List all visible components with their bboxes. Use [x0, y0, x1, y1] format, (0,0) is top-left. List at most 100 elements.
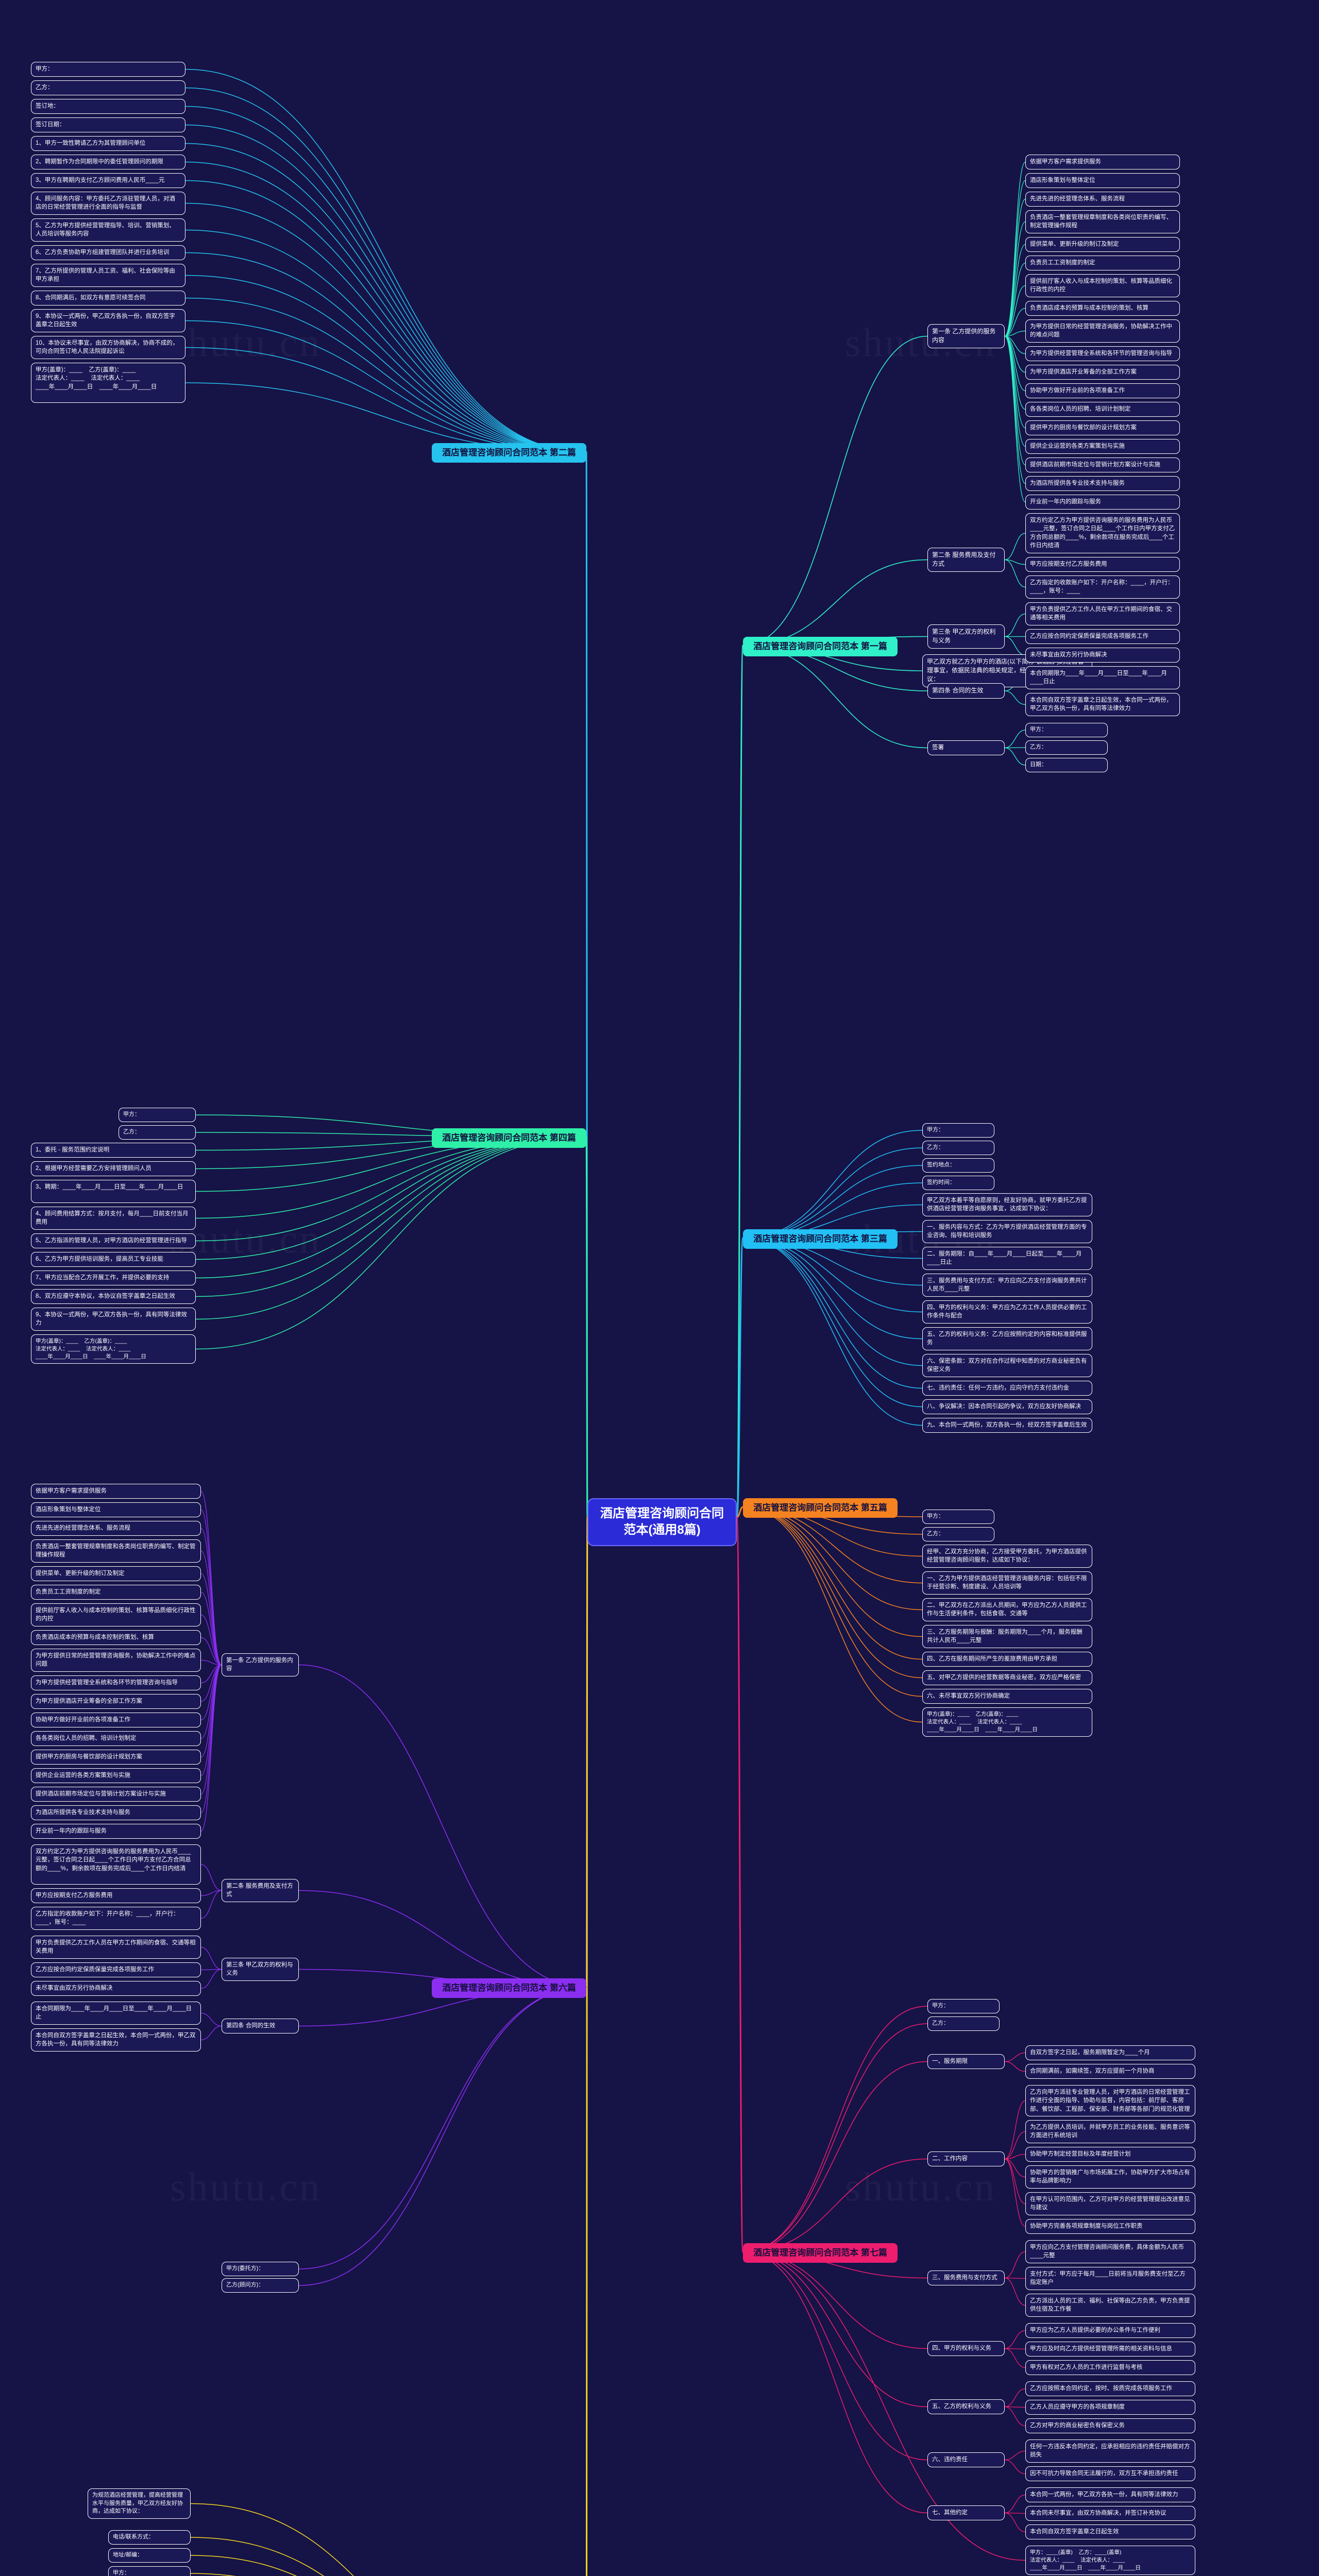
b7-g3-title[interactable]: 三、服务费用与支付方式	[927, 2270, 1005, 2285]
b2-item-4[interactable]: 签订日期：	[31, 117, 185, 132]
branch-label-4[interactable]: 酒店管理咨询顾问合同范本 第四篇	[432, 1128, 586, 1148]
b1-g2-title[interactable]: 第二条 服务费用及支付方式	[927, 548, 1005, 572]
b1-sign-2[interactable]: 乙方：	[1025, 740, 1108, 755]
b6-g3-i3[interactable]: 未尽事宜由双方另行协商解决	[31, 1981, 201, 1996]
b3-item-5[interactable]: 五、乙方的权利与义务：乙方应按照约定的内容和标准提供服务	[922, 1327, 1092, 1350]
b7-g5-i1[interactable]: 乙方应按照本合同约定，按时、按质完成各项服务工作	[1025, 2381, 1195, 2396]
b6-g1-i8[interactable]: 负责酒店成本的预算与成本控制的策划、核算	[31, 1630, 201, 1645]
b2-item-5[interactable]: 1、甲方一致性聘请乙方为其管理顾问单位	[31, 136, 185, 151]
b7-g2-i2[interactable]: 为乙方提供人员培训，并就甲方员工的业务技能、服务意识等方面进行系统培训	[1025, 2120, 1195, 2143]
b7-g2-i5[interactable]: 在甲方认可的范围内，乙方可对甲方的经营管理提出改进意见与建议	[1025, 2192, 1195, 2215]
b8-item-3[interactable]: 甲方：	[108, 2566, 191, 2576]
b3-item-3[interactable]: 三、服务费用与支付方式：甲方应向乙方支付咨询服务费共计人民币____元整	[922, 1274, 1092, 1297]
b2-item-7[interactable]: 3、甲方在聘期内支付乙方顾问费用人民币____元	[31, 173, 185, 188]
b6-g1-i17[interactable]: 为酒店所提供各专业技术支持与服务	[31, 1805, 201, 1820]
b1-g3-title[interactable]: 第三条 甲乙双方的权利与义务	[927, 624, 1005, 649]
branch-label-2[interactable]: 酒店管理咨询顾问合同范本 第二篇	[432, 443, 586, 463]
b7-head-2[interactable]: 乙方：	[927, 2016, 1000, 2031]
b5-intro[interactable]: 经甲、乙双方充分协商，乙方接受甲方委托，为甲方酒店提供经营管理咨询顾问服务，达成…	[922, 1545, 1092, 1568]
b4-head-1[interactable]: 甲方：	[119, 1108, 196, 1122]
b4-item-3[interactable]: 3、聘期：____年____月____日至____年____月____日	[31, 1180, 196, 1203]
b1-g4-title[interactable]: 第四条 合同的生效	[927, 683, 1005, 699]
b2-item-2[interactable]: 乙方：	[31, 80, 185, 95]
b2-item-14[interactable]: 10、本协议未尽事宜，由双方协商解决，协商不成的，可向合同签订地人民法院提起诉讼	[31, 336, 185, 359]
b1-g1-i8[interactable]: 负责酒店成本的预算与成本控制的策划、核算	[1025, 301, 1180, 316]
b3-head-1[interactable]: 甲方：	[922, 1123, 994, 1138]
root-node[interactable]: 酒店管理咨询顾问合同范本(通用8篇)	[587, 1498, 737, 1546]
b6-g1-i13[interactable]: 各各类岗位人员的招聘、培训计划制定	[31, 1731, 201, 1746]
b1-g1-i5[interactable]: 提供菜单、更新升级的制订及制定	[1025, 237, 1180, 252]
b7-g3-i3[interactable]: 乙方派出人员的工资、福利、社保等由乙方负责，甲方负责提供住宿及工作餐	[1025, 2294, 1195, 2317]
b1-g1-i12[interactable]: 协助甲方做好开业前的各项准备工作	[1025, 383, 1180, 398]
b7-g4-title[interactable]: 四、甲方的权利与义务	[927, 2341, 1005, 2356]
b7-g7-title[interactable]: 七、其他约定	[927, 2505, 1005, 2520]
b7-g2-i6[interactable]: 协助甲方完善各项规章制度与岗位工作职责	[1025, 2219, 1195, 2234]
b6-g1-i2[interactable]: 酒店形象策划与整体定位	[31, 1502, 201, 1517]
b5-sign-block[interactable]: 甲方(盖章)：____ 乙方(盖章)：____ 法定代表人：____ 法定代表人…	[922, 1707, 1092, 1737]
b4-item-1[interactable]: 1、委托 - 服务范围约定说明	[31, 1143, 196, 1158]
b2-item-3[interactable]: 签订地：	[31, 99, 185, 114]
b3-item-1[interactable]: 一、服务内容与方式：乙方为甲方提供酒店经营管理方面的专业咨询、指导和培训服务	[922, 1220, 1092, 1243]
b6-g3-title[interactable]: 第三条 甲乙双方的权利与义务	[222, 1958, 299, 1981]
b4-item-9[interactable]: 9、本协议一式两份，甲乙双方各执一份，具有同等法律效力	[31, 1308, 196, 1331]
b7-g6-i2[interactable]: 因不可抗力导致合同无法履行的，双方互不承担违约责任	[1025, 2466, 1195, 2481]
branch-label-3[interactable]: 酒店管理咨询顾问合同范本 第三篇	[743, 1229, 898, 1249]
b6-g1-i1[interactable]: 依据甲方客户需求提供服务	[31, 1484, 201, 1499]
b1-g1-i9[interactable]: 为甲方提供日常的经营管理咨询服务，协助解决工作中的难点问题	[1025, 319, 1180, 343]
b2-item-13[interactable]: 9、本协议一式两份，甲乙双方各执一份，自双方签字盖章之日起生效	[31, 309, 185, 332]
b4-item-7[interactable]: 7、甲方应当配合乙方开展工作，并提供必要的支持	[31, 1270, 196, 1285]
b1-g1-i13[interactable]: 各各类岗位人员的招聘、培训计划制定	[1025, 402, 1180, 417]
b4-head-2[interactable]: 乙方：	[119, 1125, 196, 1140]
b5-head-1[interactable]: 甲方：	[922, 1510, 994, 1524]
b2-item-8[interactable]: 4、顾问服务内容：甲方委托乙方派驻管理人员，对酒店的日常经营管理进行全面的指导与…	[31, 192, 185, 215]
b2-item-12[interactable]: 8、合同期满后，如双方有意愿可续签合同	[31, 291, 185, 306]
b6-head-2[interactable]: 乙方(顾问方)：	[222, 2278, 299, 2293]
b6-g1-i12[interactable]: 协助甲方做好开业前的各项准备工作	[31, 1713, 201, 1727]
b5-item-6[interactable]: 六、未尽事宜双方另行协商确定	[922, 1689, 1092, 1704]
b7-g1-title[interactable]: 一、服务期限	[927, 2054, 1005, 2069]
b4-item-4[interactable]: 4、顾问费用结算方式：按月支付，每月____日前支付当月费用	[31, 1207, 196, 1230]
b1-g1-i15[interactable]: 提供企业运营的各类方案策划与实施	[1025, 439, 1180, 454]
b6-g1-i4[interactable]: 负责酒店一整套管理规章制度和各类岗位职责的编写、制定管理操作规程	[31, 1539, 201, 1563]
b8-item-2[interactable]: 地址/邮编：	[108, 2548, 191, 2563]
b5-item-5[interactable]: 五、对甲乙方提供的经营数据等商业秘密，双方应严格保密	[922, 1670, 1092, 1685]
b2-item-9[interactable]: 5、乙方为甲方提供经营管理指导、培训、营销策划、人员培训等服务内容	[31, 218, 185, 242]
b2-item-6[interactable]: 2、聘期暂作为合同期限中的委任管理顾问的期限	[31, 155, 185, 170]
b4-sign-block[interactable]: 甲方(盖章)：____ 乙方(盖章)：____ 法定代表人：____ 法定代表人…	[31, 1334, 196, 1364]
b6-g2-title[interactable]: 第二条 服务费用及支付方式	[222, 1879, 299, 1902]
b6-g1-i9[interactable]: 为甲方提供日常的经营管理咨询服务，协助解决工作中的难点问题	[31, 1649, 201, 1672]
b7-sign-block[interactable]: 甲方：____(盖章) 乙方：____(盖章) 法定代表人：____ 法定代表人…	[1025, 2546, 1195, 2575]
b7-head-1[interactable]: 甲方：	[927, 1999, 1000, 2013]
b1-g1-title[interactable]: 第一条 乙方提供的服务内容	[927, 324, 1005, 348]
b4-item-5[interactable]: 5、乙方指派的管理人员，对甲方酒店的经营管理进行指导	[31, 1233, 196, 1248]
b3-item-6[interactable]: 六、保密条款：双方对在合作过程中知悉的对方商业秘密负有保密义务	[922, 1354, 1092, 1377]
b6-g1-title[interactable]: 第一条 乙方提供的服务内容	[222, 1653, 299, 1676]
b2-item-11[interactable]: 7、乙方所提供的管理人员工资、福利、社会保险等由甲方承担	[31, 264, 185, 287]
branch-label-7[interactable]: 酒店管理咨询顾问合同范本 第七篇	[743, 2243, 898, 2263]
b5-item-3[interactable]: 三、乙方服务期限与报酬：服务期限为____个月，服务报酬共计人民币____元整	[922, 1625, 1092, 1648]
b7-g7-i3[interactable]: 本合同自双方签字盖章之日起生效	[1025, 2524, 1195, 2539]
b6-g1-i6[interactable]: 负责员工工资制度的制定	[31, 1585, 201, 1600]
b7-g1-i1[interactable]: 自双方签字之日起，服务期限暂定为____个月	[1025, 2045, 1195, 2060]
b1-g1-i14[interactable]: 提供甲方的厨房与餐饮部的设计规划方案	[1025, 420, 1180, 435]
b2-item-15[interactable]: 甲方(盖章)：____ 乙方(盖章)：____ 法定代表人：____ 法定代表人…	[31, 363, 185, 403]
b1-g4-i1[interactable]: 本合同期限为____年____月____日至____年____月____日止	[1025, 666, 1180, 689]
b7-g1-i2[interactable]: 合同期满前，如需续签，双方应提前一个月协商	[1025, 2064, 1195, 2079]
b7-g4-i1[interactable]: 甲方应为乙方人员提供必要的办公条件与工作便利	[1025, 2323, 1195, 2338]
b3-item-8[interactable]: 八、争议解决：因本合同引起的争议，双方应友好协商解决	[922, 1399, 1092, 1414]
b1-g1-i1[interactable]: 依据甲方客户需求提供服务	[1025, 155, 1180, 170]
b1-sign-title[interactable]: 签署	[927, 740, 1005, 755]
b7-g2-i3[interactable]: 协助甲方制定经营目标及年度经营计划	[1025, 2147, 1195, 2162]
b6-g1-i14[interactable]: 提供甲方的厨房与餐饮部的设计规划方案	[31, 1750, 201, 1765]
b7-g2-title[interactable]: 二、工作内容	[927, 2151, 1005, 2166]
b1-g1-i16[interactable]: 提供酒店前期市场定位与营销计划方案设计与实施	[1025, 457, 1180, 472]
b7-g3-i2[interactable]: 支付方式：甲方应于每月____日前将当月服务费支付至乙方指定账户	[1025, 2267, 1195, 2290]
b4-item-8[interactable]: 8、双方应遵守本协议，本协议自签字盖章之日起生效	[31, 1289, 196, 1304]
branch-label-5[interactable]: 酒店管理咨询顾问合同范本 第五篇	[743, 1498, 898, 1518]
b7-g2-i4[interactable]: 协助甲方的营销推广与市场拓展工作，协助甲方扩大市场占有率与品牌影响力	[1025, 2165, 1195, 2189]
b3-head-2[interactable]: 乙方：	[922, 1141, 994, 1155]
b1-g1-i3[interactable]: 先进先进的经营理念体系、服务流程	[1025, 192, 1180, 207]
b8-prefix[interactable]: 为规范酒店经营管理，提高经营管理水平与服务质量，甲乙双方经友好协商，达成如下协议…	[88, 2488, 191, 2519]
b6-g2-i2[interactable]: 甲方应按期支付乙方服务费用	[31, 1888, 201, 1903]
b7-g4-i2[interactable]: 甲方应及时向乙方提供经营管理所需的相关资料与信息	[1025, 2342, 1195, 2357]
